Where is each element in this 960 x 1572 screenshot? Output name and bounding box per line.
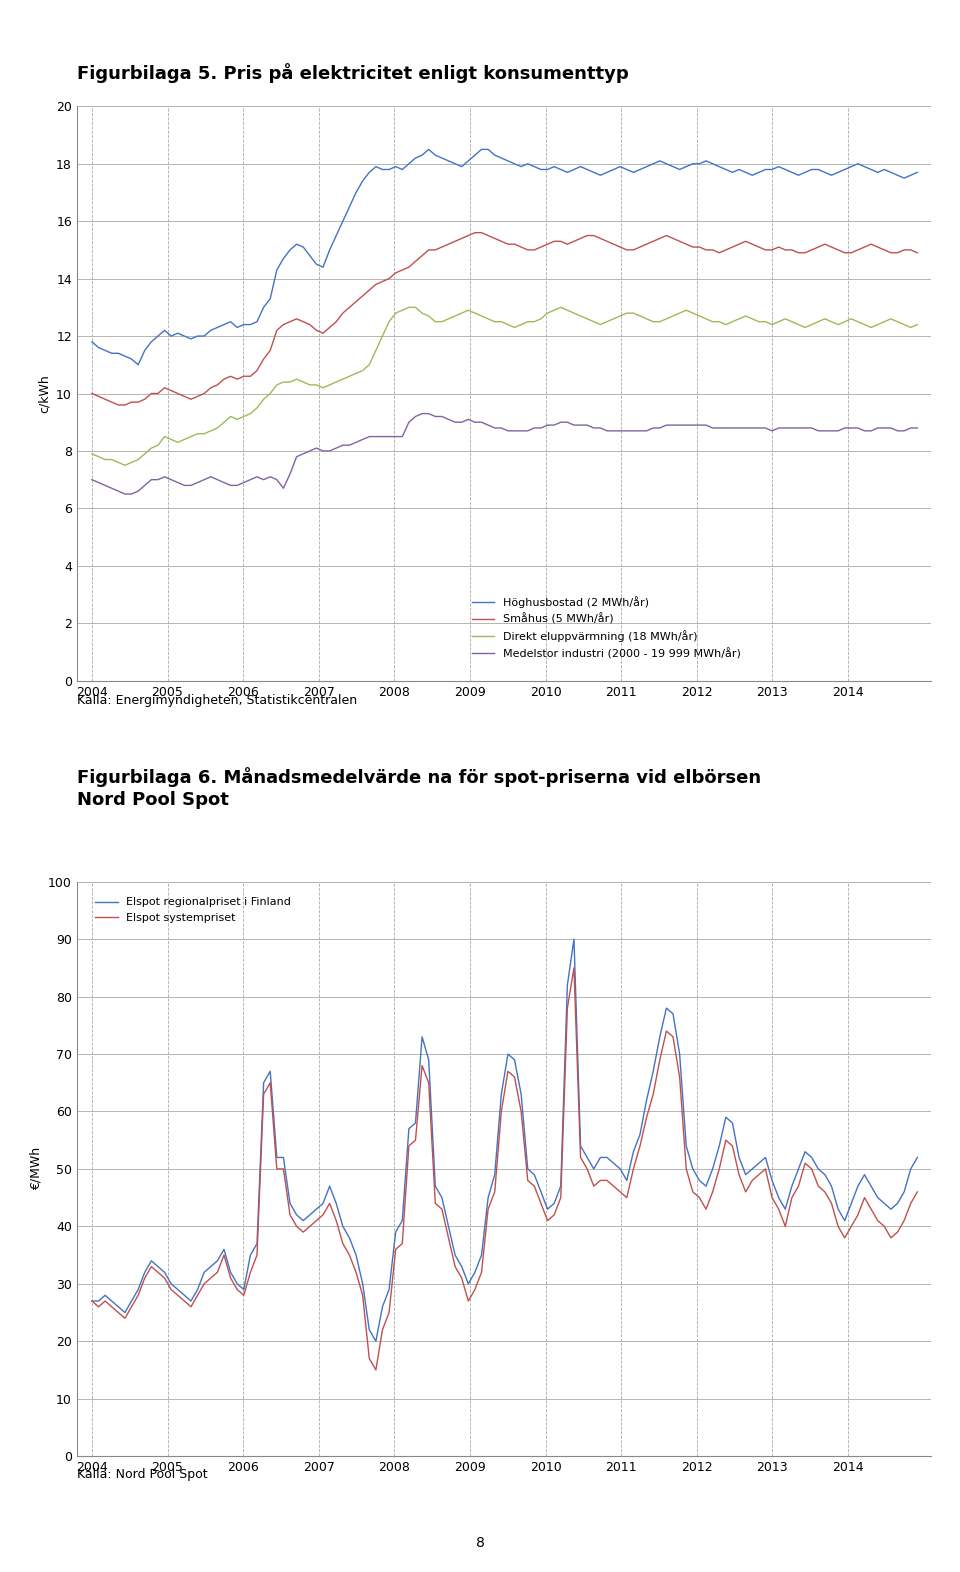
Höghusbostad (2 MWh/år)	[912, 163, 924, 182]
Line: Elspot systempriset: Elspot systempriset	[92, 968, 918, 1369]
Medelstor industri (2000 - 19 999 MWh/år)	[588, 418, 600, 437]
Småhus (5 MWh/år)	[588, 226, 600, 245]
Elspot systempriset	[139, 1269, 151, 1287]
Medelstor industri (2000 - 19 999 MWh/år)	[304, 442, 316, 461]
Elspot regionalpriset i Finland	[482, 1188, 493, 1207]
Småhus (5 MWh/år)	[86, 384, 98, 402]
Direkt eluppvärmning (18 MWh/år)	[489, 313, 500, 332]
Elspot systempriset	[588, 1177, 600, 1196]
Höghusbostad (2 MWh/år)	[146, 332, 157, 351]
Direkt eluppvärmning (18 MWh/år)	[588, 313, 600, 332]
Elspot systempriset	[482, 1199, 493, 1218]
Höghusbostad (2 MWh/år)	[608, 160, 619, 179]
Text: Figurbilaga 5. Pris på elektricitet enligt konsumenttyp: Figurbilaga 5. Pris på elektricitet enli…	[77, 63, 629, 83]
Line: Medelstor industri (2000 - 19 999 MWh/år): Medelstor industri (2000 - 19 999 MWh/år…	[92, 413, 918, 494]
Elspot systempriset	[298, 1223, 309, 1242]
Småhus (5 MWh/år)	[647, 231, 659, 250]
Line: Småhus (5 MWh/år): Småhus (5 MWh/år)	[92, 233, 918, 406]
Elspot regionalpriset i Finland	[298, 1210, 309, 1229]
Småhus (5 MWh/år)	[469, 223, 481, 242]
Elspot regionalpriset i Finland	[86, 1292, 98, 1311]
Elspot systempriset	[912, 1182, 924, 1201]
Medelstor industri (2000 - 19 999 MWh/år)	[417, 404, 428, 423]
Direkt eluppvärmning (18 MWh/år)	[119, 456, 131, 475]
Medelstor industri (2000 - 19 999 MWh/år)	[86, 470, 98, 489]
Y-axis label: €/MWh: €/MWh	[30, 1148, 42, 1190]
Text: Figurbilaga 6. Månadsmedelvärde na för spot-priserna vid elbörsen
Nord Pool Spot: Figurbilaga 6. Månadsmedelvärde na för s…	[77, 767, 761, 810]
Elspot regionalpriset i Finland	[608, 1154, 619, 1173]
Medelstor industri (2000 - 19 999 MWh/år)	[146, 470, 157, 489]
Medelstor industri (2000 - 19 999 MWh/år)	[119, 484, 131, 503]
Medelstor industri (2000 - 19 999 MWh/år)	[489, 418, 500, 437]
Direkt eluppvärmning (18 MWh/år)	[304, 376, 316, 395]
Småhus (5 MWh/år)	[304, 314, 316, 333]
Text: Källa: Nord Pool Spot: Källa: Nord Pool Spot	[77, 1468, 207, 1481]
Medelstor industri (2000 - 19 999 MWh/år)	[912, 418, 924, 437]
Legend: Elspot regionalpriset i Finland, Elspot systempriset: Elspot regionalpriset i Finland, Elspot …	[91, 893, 296, 927]
Direkt eluppvärmning (18 MWh/år)	[86, 445, 98, 464]
Elspot regionalpriset i Finland	[568, 929, 580, 948]
Elspot systempriset	[647, 1085, 659, 1104]
Höghusbostad (2 MWh/år)	[423, 140, 435, 159]
Elspot regionalpriset i Finland	[912, 1148, 924, 1166]
Elspot regionalpriset i Finland	[588, 1160, 600, 1179]
Medelstor industri (2000 - 19 999 MWh/år)	[608, 421, 619, 440]
Line: Direkt eluppvärmning (18 MWh/år): Direkt eluppvärmning (18 MWh/år)	[92, 308, 918, 465]
Höghusbostad (2 MWh/år)	[132, 355, 144, 374]
Direkt eluppvärmning (18 MWh/år)	[647, 313, 659, 332]
Elspot systempriset	[608, 1177, 619, 1196]
Elspot regionalpriset i Finland	[371, 1331, 382, 1350]
Y-axis label: c/kWh: c/kWh	[37, 374, 51, 413]
Medelstor industri (2000 - 19 999 MWh/år)	[647, 418, 659, 437]
Småhus (5 MWh/år)	[489, 230, 500, 248]
Direkt eluppvärmning (18 MWh/år)	[146, 439, 157, 457]
Elspot systempriset	[568, 959, 580, 978]
Direkt eluppvärmning (18 MWh/år)	[608, 310, 619, 329]
Småhus (5 MWh/år)	[112, 396, 124, 415]
Höghusbostad (2 MWh/år)	[304, 247, 316, 266]
Elspot regionalpriset i Finland	[647, 1061, 659, 1080]
Höghusbostad (2 MWh/år)	[86, 332, 98, 351]
Elspot systempriset	[86, 1292, 98, 1311]
Text: Källa: Energimyndigheten, Statistikcentralen: Källa: Energimyndigheten, Statistikcentr…	[77, 693, 357, 707]
Småhus (5 MWh/år)	[608, 234, 619, 253]
Småhus (5 MWh/år)	[146, 384, 157, 402]
Höghusbostad (2 MWh/år)	[647, 154, 659, 173]
Småhus (5 MWh/år)	[912, 244, 924, 263]
Höghusbostad (2 MWh/år)	[489, 146, 500, 165]
Höghusbostad (2 MWh/år)	[588, 163, 600, 182]
Legend: Höghusbostad (2 MWh/år), Småhus (5 MWh/år), Direkt eluppvärmning (18 MWh/år), Me: Höghusbostad (2 MWh/år), Småhus (5 MWh/å…	[468, 591, 746, 663]
Elspot systempriset	[371, 1360, 382, 1379]
Elspot regionalpriset i Finland	[139, 1262, 151, 1281]
Text: 8: 8	[475, 1536, 485, 1550]
Line: Höghusbostad (2 MWh/år): Höghusbostad (2 MWh/år)	[92, 149, 918, 365]
Direkt eluppvärmning (18 MWh/år)	[912, 314, 924, 333]
Line: Elspot regionalpriset i Finland: Elspot regionalpriset i Finland	[92, 938, 918, 1341]
Direkt eluppvärmning (18 MWh/år)	[403, 299, 415, 318]
